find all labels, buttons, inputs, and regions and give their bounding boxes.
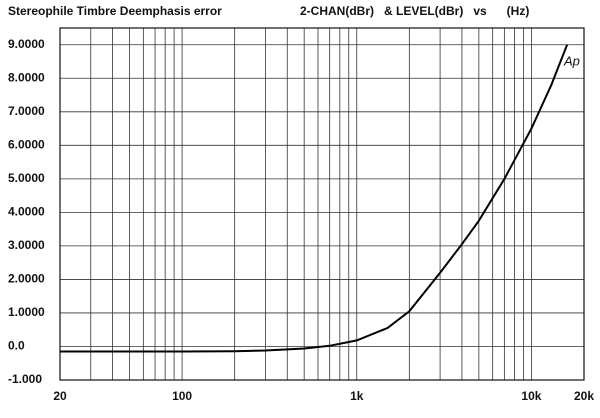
y-tick-label: 8.0000 <box>8 70 45 84</box>
y-tick-label: 2.0000 <box>8 272 45 286</box>
y-tick-label: 5.0000 <box>8 171 45 185</box>
x-tick-label: 100 <box>172 389 192 403</box>
y-tick-label: 0.0 <box>8 339 25 353</box>
chart-subtitle: 2-CHAN(dBr) & LEVEL(dBr) vs (Hz) <box>300 4 529 18</box>
y-tick-label: 1.0000 <box>8 305 45 319</box>
plot-frame <box>59 27 585 381</box>
y-tick-label: -1.000 <box>8 372 42 386</box>
x-tick-label: 20k <box>574 389 594 403</box>
y-tick-label: 3.0000 <box>8 238 45 252</box>
y-tick-label: 7.0000 <box>8 104 45 118</box>
x-tick-label: 10k <box>521 389 541 403</box>
y-tick-label: 4.0000 <box>8 205 45 219</box>
y-tick-label: 9.0000 <box>8 37 45 51</box>
x-tick-label: 20 <box>53 389 67 403</box>
y-tick-label: 6.0000 <box>8 138 45 152</box>
data-line <box>60 44 569 353</box>
x-tick-label: 1k <box>350 389 364 403</box>
logo: Ap <box>563 53 580 68</box>
chart-title: Stereophile Timbre Deemphasis error <box>8 4 222 18</box>
